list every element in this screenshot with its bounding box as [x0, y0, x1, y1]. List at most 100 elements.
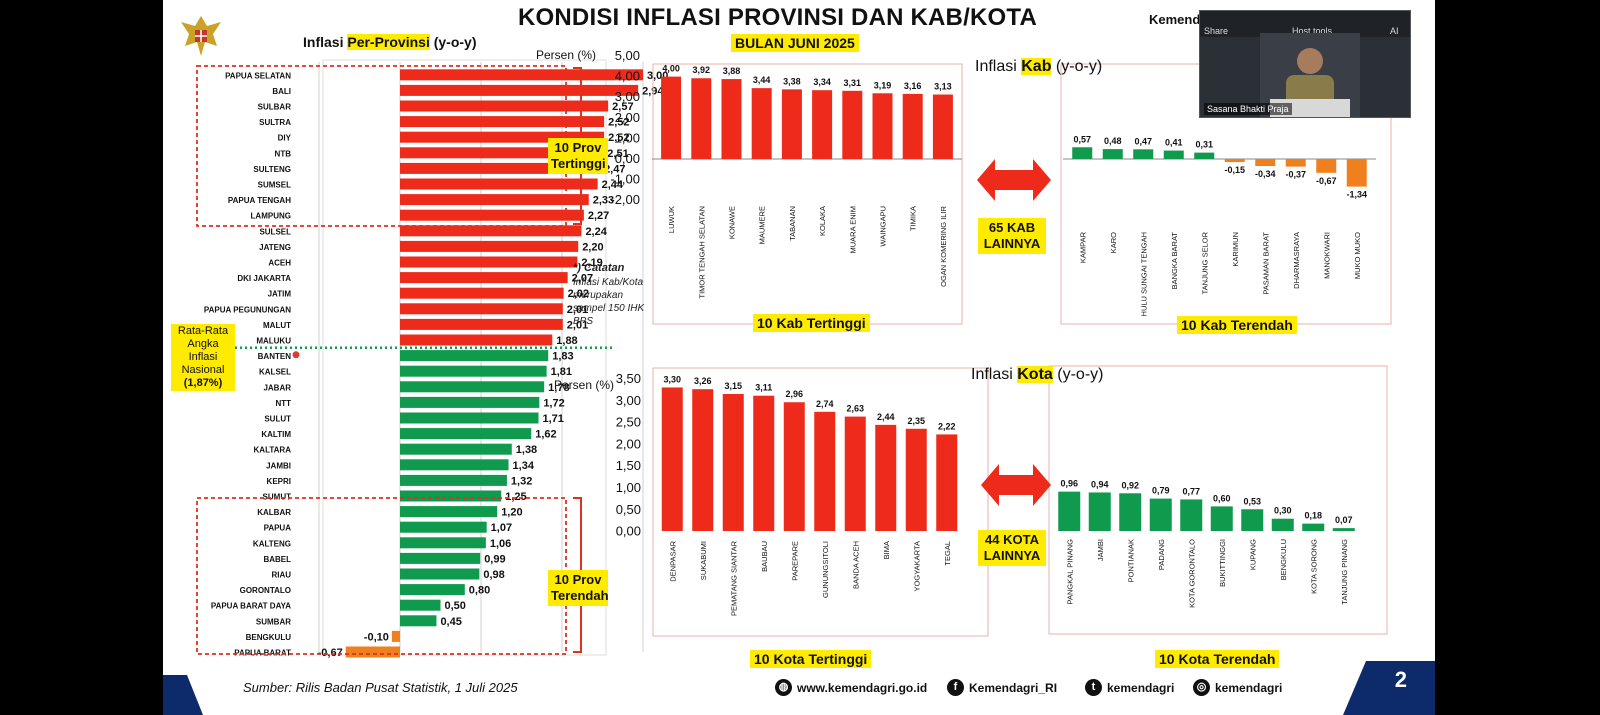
- kota-low-value-label: 0,53: [1243, 496, 1261, 506]
- share-button[interactable]: Share: [1204, 26, 1229, 36]
- ai-button[interactable]: AI: [1390, 26, 1399, 36]
- kota-high-ytick-label: 0,00: [616, 524, 641, 539]
- note-body: Inflasi Kab/Kota merupakan sampel 150 IH…: [573, 277, 645, 327]
- kab-low-category-label: TANJUNG SELOR: [1200, 231, 1209, 294]
- pointer-dot-icon: [291, 350, 301, 360]
- kab-high-bar: [872, 93, 893, 159]
- prov-plot-frame: [322, 59, 607, 656]
- source-text: Sumber: Rilis Badan Pusat Statistik, 1 J…: [243, 680, 518, 695]
- prov-value-label: 2,01: [567, 304, 588, 316]
- prov-bar: [400, 256, 578, 268]
- prov-value-label: 2,19: [581, 257, 602, 269]
- kab-high-value-label: 3,34: [813, 77, 831, 87]
- kota-low-category-label: PADANG: [1157, 539, 1166, 570]
- kab-high-ytick-label: 5,00: [615, 48, 640, 63]
- kota-high-ytick-label: 3,00: [616, 393, 641, 408]
- prov-bar: [400, 178, 598, 190]
- facebook-icon: f: [947, 679, 964, 696]
- prov-value-label: 1,78: [548, 382, 569, 394]
- prov-bar: [400, 225, 582, 237]
- prov-category-label: PAPUA SELATAN: [225, 71, 291, 80]
- prov-category-label: BENGKULU: [246, 633, 292, 642]
- prov-bar: [345, 646, 400, 658]
- twitter-link[interactable]: t kemendagri: [1085, 679, 1174, 696]
- prov-category-label: JABAR: [263, 383, 291, 392]
- kab-high-value-label: 3,16: [904, 81, 922, 91]
- kab-low-value-label: 0,48: [1104, 136, 1122, 146]
- kota-low-category-label: JAMBI: [1096, 539, 1105, 561]
- kab-bottom10-footer: 10 Kab Terendah: [1177, 316, 1297, 334]
- kota-chart-title: Inflasi Kota (y-o-y): [971, 366, 1104, 383]
- note: *) Catatan Inflasi Kab/Kota merupakan sa…: [573, 262, 649, 328]
- kota-high-category-label: PAREPARE: [790, 541, 799, 581]
- prov-value-label: 2,52: [608, 132, 629, 144]
- prov-bar: [400, 209, 584, 221]
- kab-high-bar: [902, 93, 923, 159]
- kab-low-value-label: -1,34: [1346, 190, 1367, 200]
- kab-low-value-label: 0,41: [1165, 138, 1183, 148]
- prov-category-label: GORONTALO: [240, 586, 291, 595]
- kota-low-value-label: 0,07: [1335, 515, 1353, 525]
- prov-category-label: KALSEL: [259, 368, 291, 377]
- globe-icon: ◍: [775, 679, 792, 696]
- prov-bar: [400, 381, 545, 393]
- kab-low-category-label: MUKO MUKO: [1353, 232, 1362, 279]
- prov-bar: [400, 240, 579, 252]
- kab-low-category-label: HULU SUNGAI TENGAH: [1139, 232, 1148, 316]
- kab-high-category-label: TIMIKA: [909, 206, 918, 231]
- kota-high-value-label: 2,63: [846, 404, 864, 414]
- facebook-link[interactable]: f Kemendagri_RI: [947, 679, 1057, 696]
- kab-high-value-label: 3,31: [844, 78, 862, 88]
- prov-bar: [400, 615, 437, 627]
- kab-low-category-label: KAMPAR: [1078, 231, 1087, 263]
- kab-low-bar: [1102, 149, 1123, 159]
- kab-high-ytick-label: 3,00: [615, 89, 640, 104]
- prov-bar: [400, 428, 532, 440]
- kab-top10-footer: 10 Kab Tertinggi: [753, 314, 870, 332]
- kab-high-bar: [842, 90, 863, 159]
- kab-high-value-label: 3,92: [693, 65, 711, 75]
- kab-others-label: 65 KAB LAINNYA: [978, 218, 1046, 254]
- host-tools-button[interactable]: Host tools: [1292, 26, 1333, 36]
- prov-bar: [400, 459, 509, 471]
- slide-title: KONDISI INFLASI PROVINSI DAN KAB/KOTA: [518, 4, 1037, 31]
- prov-category-label: SUMUT: [263, 493, 292, 502]
- prov-bar: [400, 194, 589, 206]
- prov-category-label: SULTRA: [259, 118, 291, 127]
- website-link[interactable]: ◍ www.kemendagri.go.id: [775, 679, 927, 696]
- prov-value-label: 2,01: [567, 319, 588, 331]
- garuda-logo-icon: [181, 16, 221, 56]
- prov-bar: [400, 396, 540, 408]
- prov-category-label: SULBAR: [258, 103, 292, 112]
- kota-high-category-label: PEMATANG SIANTAR: [729, 540, 738, 616]
- prov-category-label: KALTENG: [253, 539, 291, 548]
- kota-low-value-label: 0,77: [1182, 486, 1200, 496]
- prov-value-label: 1,71: [543, 413, 564, 425]
- kota-high-category-label: BANDA ACEH: [851, 541, 860, 589]
- prov-category-label: PAPUA BARAT DAYA: [211, 602, 291, 611]
- prov-value-label: 2,02: [568, 288, 589, 300]
- kab-low-bar: [1224, 159, 1245, 163]
- kota-high-category-label: SUKABUMI: [699, 541, 708, 580]
- kota-low-bar: [1302, 523, 1325, 531]
- prov-category-label: SUMBAR: [256, 617, 291, 626]
- kota-low-category-label: BENGKULU: [1279, 539, 1288, 580]
- kota-high-category-label: GUNUNGSITOLI: [821, 541, 830, 598]
- prov-bar: [400, 84, 639, 96]
- video-call-overlay[interactable]: Share Host tools AI Sasana Bhakti Praja: [1199, 10, 1411, 118]
- kab-high-category-label: MUARA ENIM: [848, 206, 857, 254]
- instagram-link[interactable]: ◎ kemendagri: [1193, 679, 1282, 696]
- national-average-label: Rata-Rata Angka Inflasi Nasional (1,87%): [171, 324, 235, 391]
- prov-bottom10-label: 10 Prov Terendah: [548, 570, 609, 606]
- prov-category-label: SULSEL: [259, 227, 291, 236]
- kab-low-bar: [1255, 159, 1276, 167]
- prov-bar: [400, 350, 549, 362]
- kab-low-value-label: 0,47: [1134, 136, 1152, 146]
- prov-value-label: 2,07: [572, 273, 593, 285]
- prov-category-label: DIY: [278, 134, 292, 143]
- kab-high-bar: [781, 89, 802, 159]
- prov-category-label: KALTARA: [254, 446, 292, 455]
- prov-bar: [400, 552, 481, 564]
- kota-double-arrow-icon: [981, 464, 1051, 506]
- prov-category-label: DKI JAKARTA: [237, 274, 291, 283]
